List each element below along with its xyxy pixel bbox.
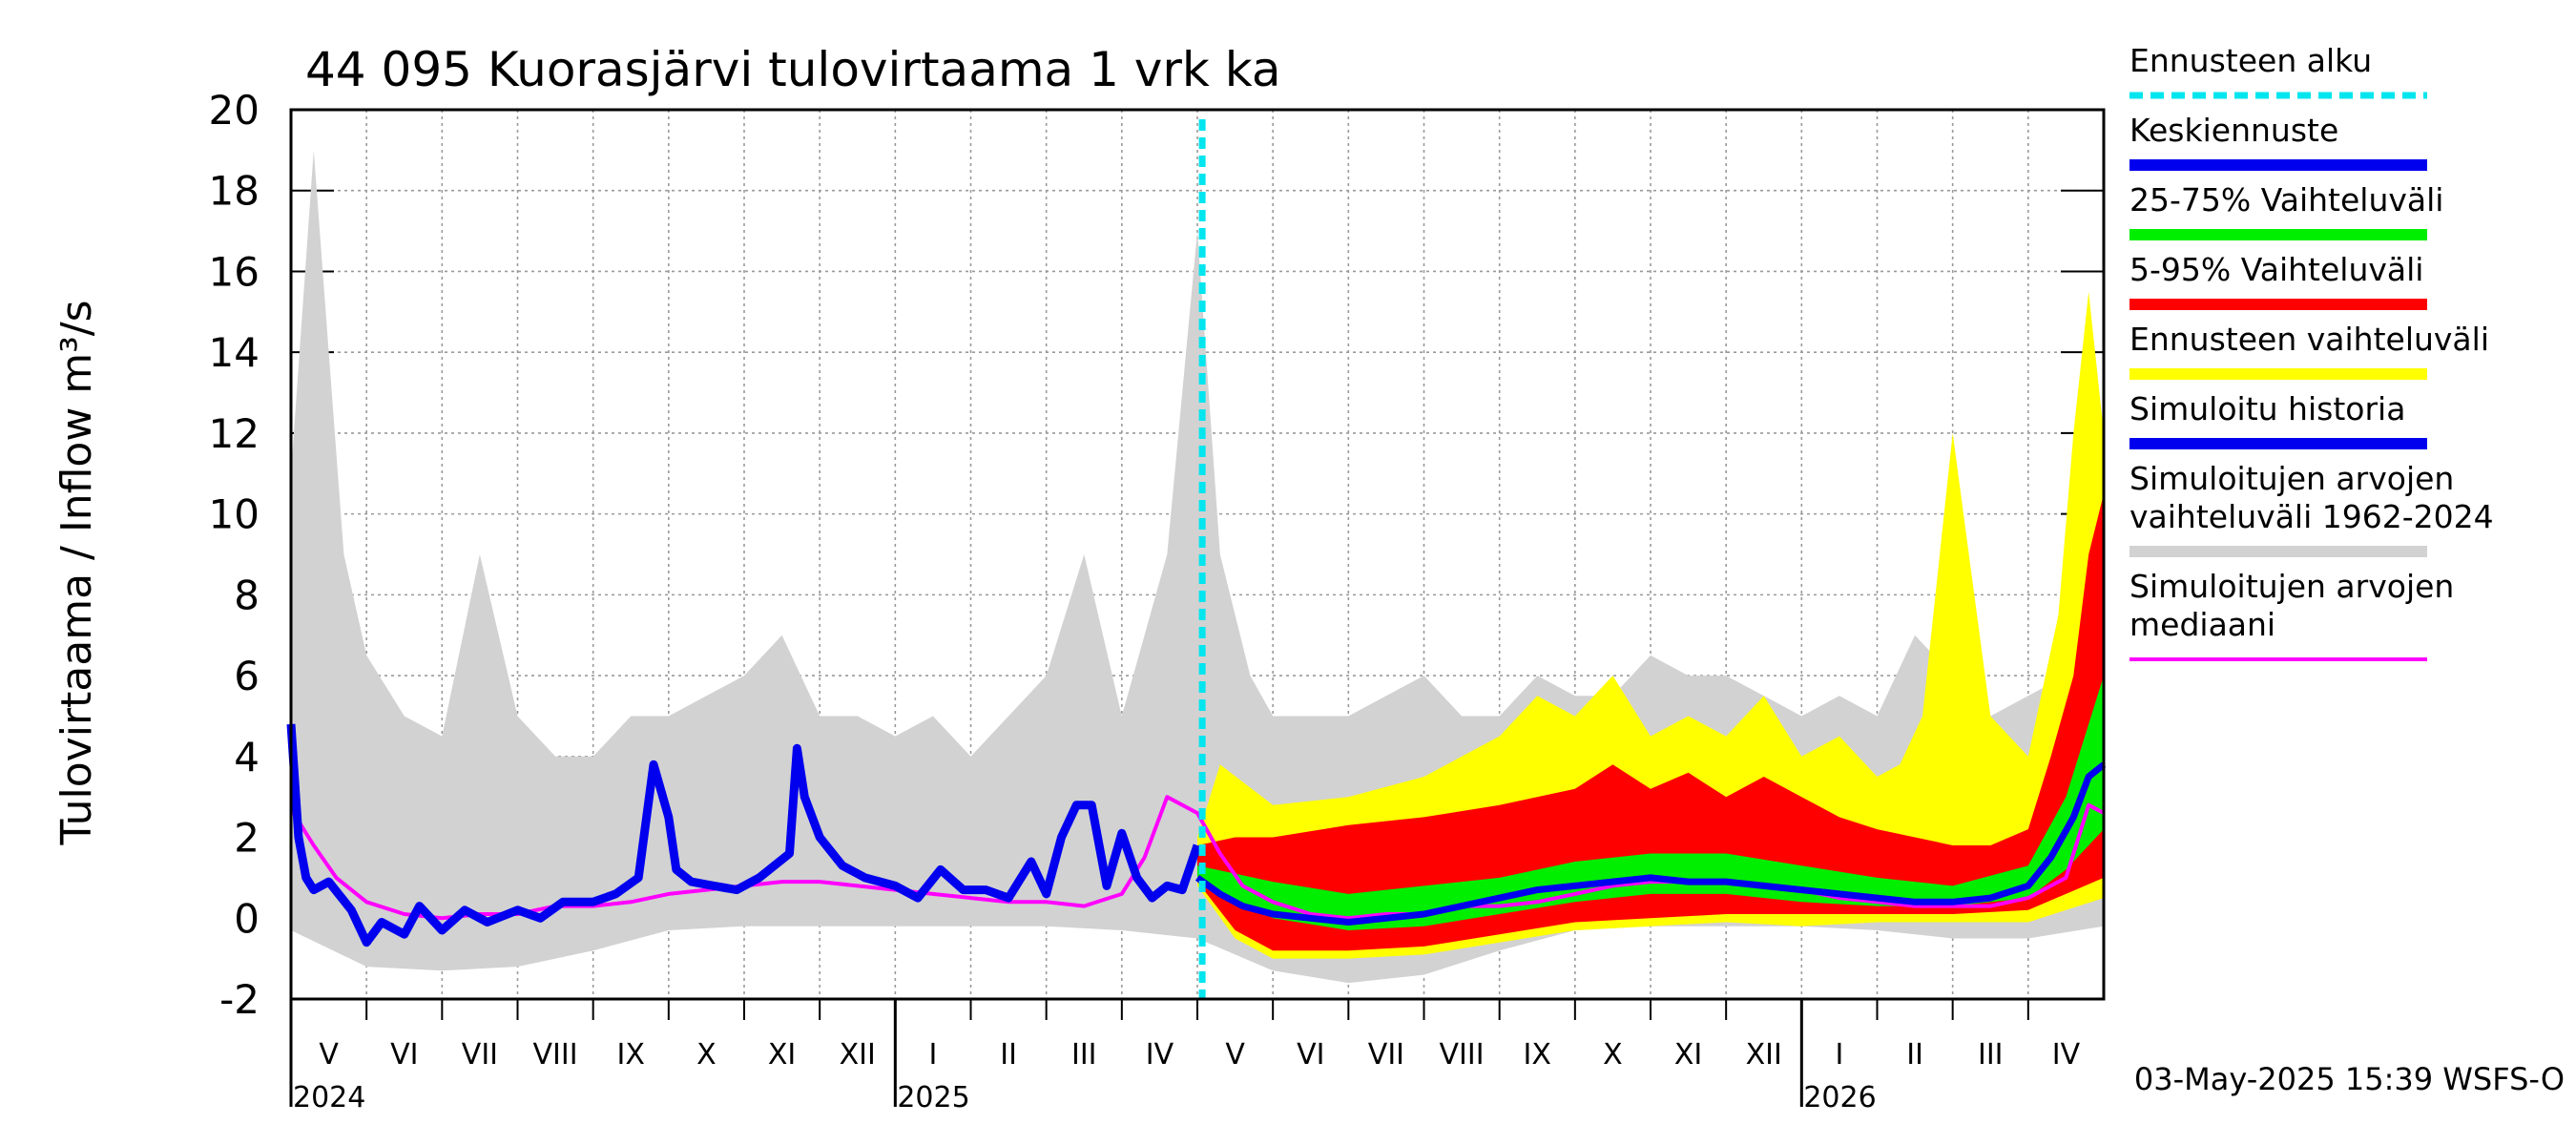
footer-timestamp: 03-May-2025 15:39 WSFS-O: [2134, 1061, 2565, 1097]
x-month-label: V: [319, 1038, 339, 1072]
y-tick-label: 2: [234, 815, 260, 862]
y-tick-label: 8: [234, 572, 260, 618]
y-tick-label: 4: [234, 734, 260, 781]
x-month-label: III: [1978, 1038, 2004, 1072]
y-tick-label: 10: [209, 491, 260, 538]
y-tick-labels: -2 0 2 4 6 8 10 12 14 16 18 20: [209, 87, 260, 1023]
legend-label: Simuloitujen arvojen: [2129, 460, 2454, 497]
legend-entry: 5-95% Vaihteluväli: [2129, 251, 2427, 310]
simulated-history-line: [286, 723, 1202, 947]
x-month-label: VI: [1297, 1038, 1324, 1072]
legend-entry: Ennusteen alku: [2129, 42, 2427, 99]
x-month-label: X: [1603, 1038, 1623, 1072]
legend-label: mediaani: [2129, 606, 2275, 643]
y-tick-label: 6: [234, 653, 260, 699]
legend-label: Simuloitu historia: [2129, 390, 2405, 427]
x-month-label: III: [1071, 1038, 1097, 1072]
legend-entry: 25-75% Vaihteluväli: [2129, 181, 2443, 240]
band-5-95: [1197, 493, 2104, 951]
x-month-label: XI: [768, 1038, 796, 1072]
y-tick-label: 14: [209, 329, 260, 376]
x-month-label: II: [1906, 1038, 1923, 1072]
y-tick-label: 12: [209, 410, 260, 457]
x-month-label: IV: [1146, 1038, 1174, 1072]
x-month-label: II: [1000, 1038, 1017, 1072]
legend-label: 25-75% Vaihteluväli: [2129, 181, 2443, 219]
x-month-label: IV: [2052, 1038, 2081, 1072]
x-month-label: VII: [1368, 1038, 1404, 1072]
x-month-label: VIII: [533, 1038, 578, 1072]
mean-forecast-line: [1195, 761, 2107, 926]
x-month-label: IX: [617, 1038, 645, 1072]
x-month-label: I: [928, 1038, 937, 1072]
chart-title: 44 095 Kuorasjärvi tulovirtaama 1 vrk ka: [305, 42, 1281, 97]
x-year-label: 2026: [1803, 1081, 1876, 1114]
x-year-label: 2025: [897, 1081, 969, 1114]
y-tick-label: 18: [209, 168, 260, 215]
plot-series: [286, 108, 2107, 1001]
x-month-label: IX: [1524, 1038, 1551, 1072]
x-month-label: VI: [390, 1038, 418, 1072]
y-tick-label: -2: [219, 976, 260, 1023]
legend-label: Simuloitujen arvojen: [2129, 568, 2454, 605]
forecast-range-band: [1197, 291, 2104, 959]
legend: Ennusteen alku Keskiennuste 25-75% Vaihtel…: [2129, 42, 2494, 661]
x-axis: V VI VII VIII IX X XI XII I II III IV V VI VII VIII IX X X…: [289, 999, 2081, 1114]
y-axis-label: Tulovirtaama / Inflow m³/s: [52, 300, 101, 845]
legend-label: Keskiennuste: [2129, 112, 2338, 149]
legend-entry: Ennusteen vaihteluväli: [2129, 321, 2489, 380]
x-month-label: XI: [1674, 1038, 1702, 1072]
y-tick-label: 16: [209, 248, 260, 295]
x-month-label: X: [696, 1038, 717, 1072]
x-month-label: XII: [840, 1038, 876, 1072]
legend-label: 5-95% Vaihteluväli: [2129, 251, 2423, 288]
legend-entry: Keskiennuste: [2129, 112, 2427, 171]
legend-label: Ennusteen alku: [2129, 42, 2372, 79]
y-tick-label: 20: [209, 87, 260, 134]
x-month-label: VII: [462, 1038, 498, 1072]
x-month-label: V: [1225, 1038, 1245, 1072]
legend-label: vaihteluväli 1962-2024: [2129, 498, 2494, 535]
x-year-label: 2024: [293, 1081, 365, 1114]
x-month-label: VIII: [1440, 1038, 1485, 1072]
y-tick-label: 0: [234, 895, 260, 942]
legend-entry: Simuloitu historia: [2129, 390, 2427, 449]
x-month-label: XII: [1746, 1038, 1782, 1072]
legend-label: Ennusteen vaihteluväli: [2129, 321, 2489, 358]
x-month-label: I: [1835, 1038, 1843, 1072]
